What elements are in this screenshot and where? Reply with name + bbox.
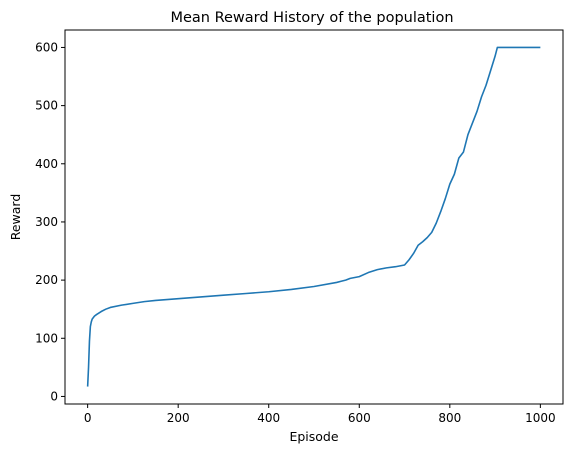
y-tick-label: 600 xyxy=(35,40,58,54)
plot-area xyxy=(86,46,541,387)
y-tick-label: 300 xyxy=(35,215,58,229)
y-tick-label: 500 xyxy=(35,99,58,113)
chart-title: Mean Reward History of the population xyxy=(170,10,453,26)
x-tick-label: 600 xyxy=(348,411,371,425)
y-tick-label: 100 xyxy=(35,331,58,345)
x-tick-label: 400 xyxy=(257,411,280,425)
x-tick-label: 200 xyxy=(167,411,190,425)
y-tick-label: 400 xyxy=(35,157,58,171)
series-line-0 xyxy=(86,46,541,387)
x-tick-label: 1000 xyxy=(525,411,556,425)
y-tick-label: 200 xyxy=(35,273,58,287)
x-axis-label: Episode xyxy=(289,429,338,444)
x-axis: 0 200 400 600 800 1000 xyxy=(84,404,556,425)
x-tick-label: 800 xyxy=(438,411,461,425)
plot-frame xyxy=(64,29,564,405)
y-axis: 0 100 200 300 400 500 600 xyxy=(35,40,65,403)
y-axis-label: Reward xyxy=(8,194,23,241)
x-tick-label: 0 xyxy=(84,411,92,425)
y-tick-label: 0 xyxy=(50,389,58,403)
